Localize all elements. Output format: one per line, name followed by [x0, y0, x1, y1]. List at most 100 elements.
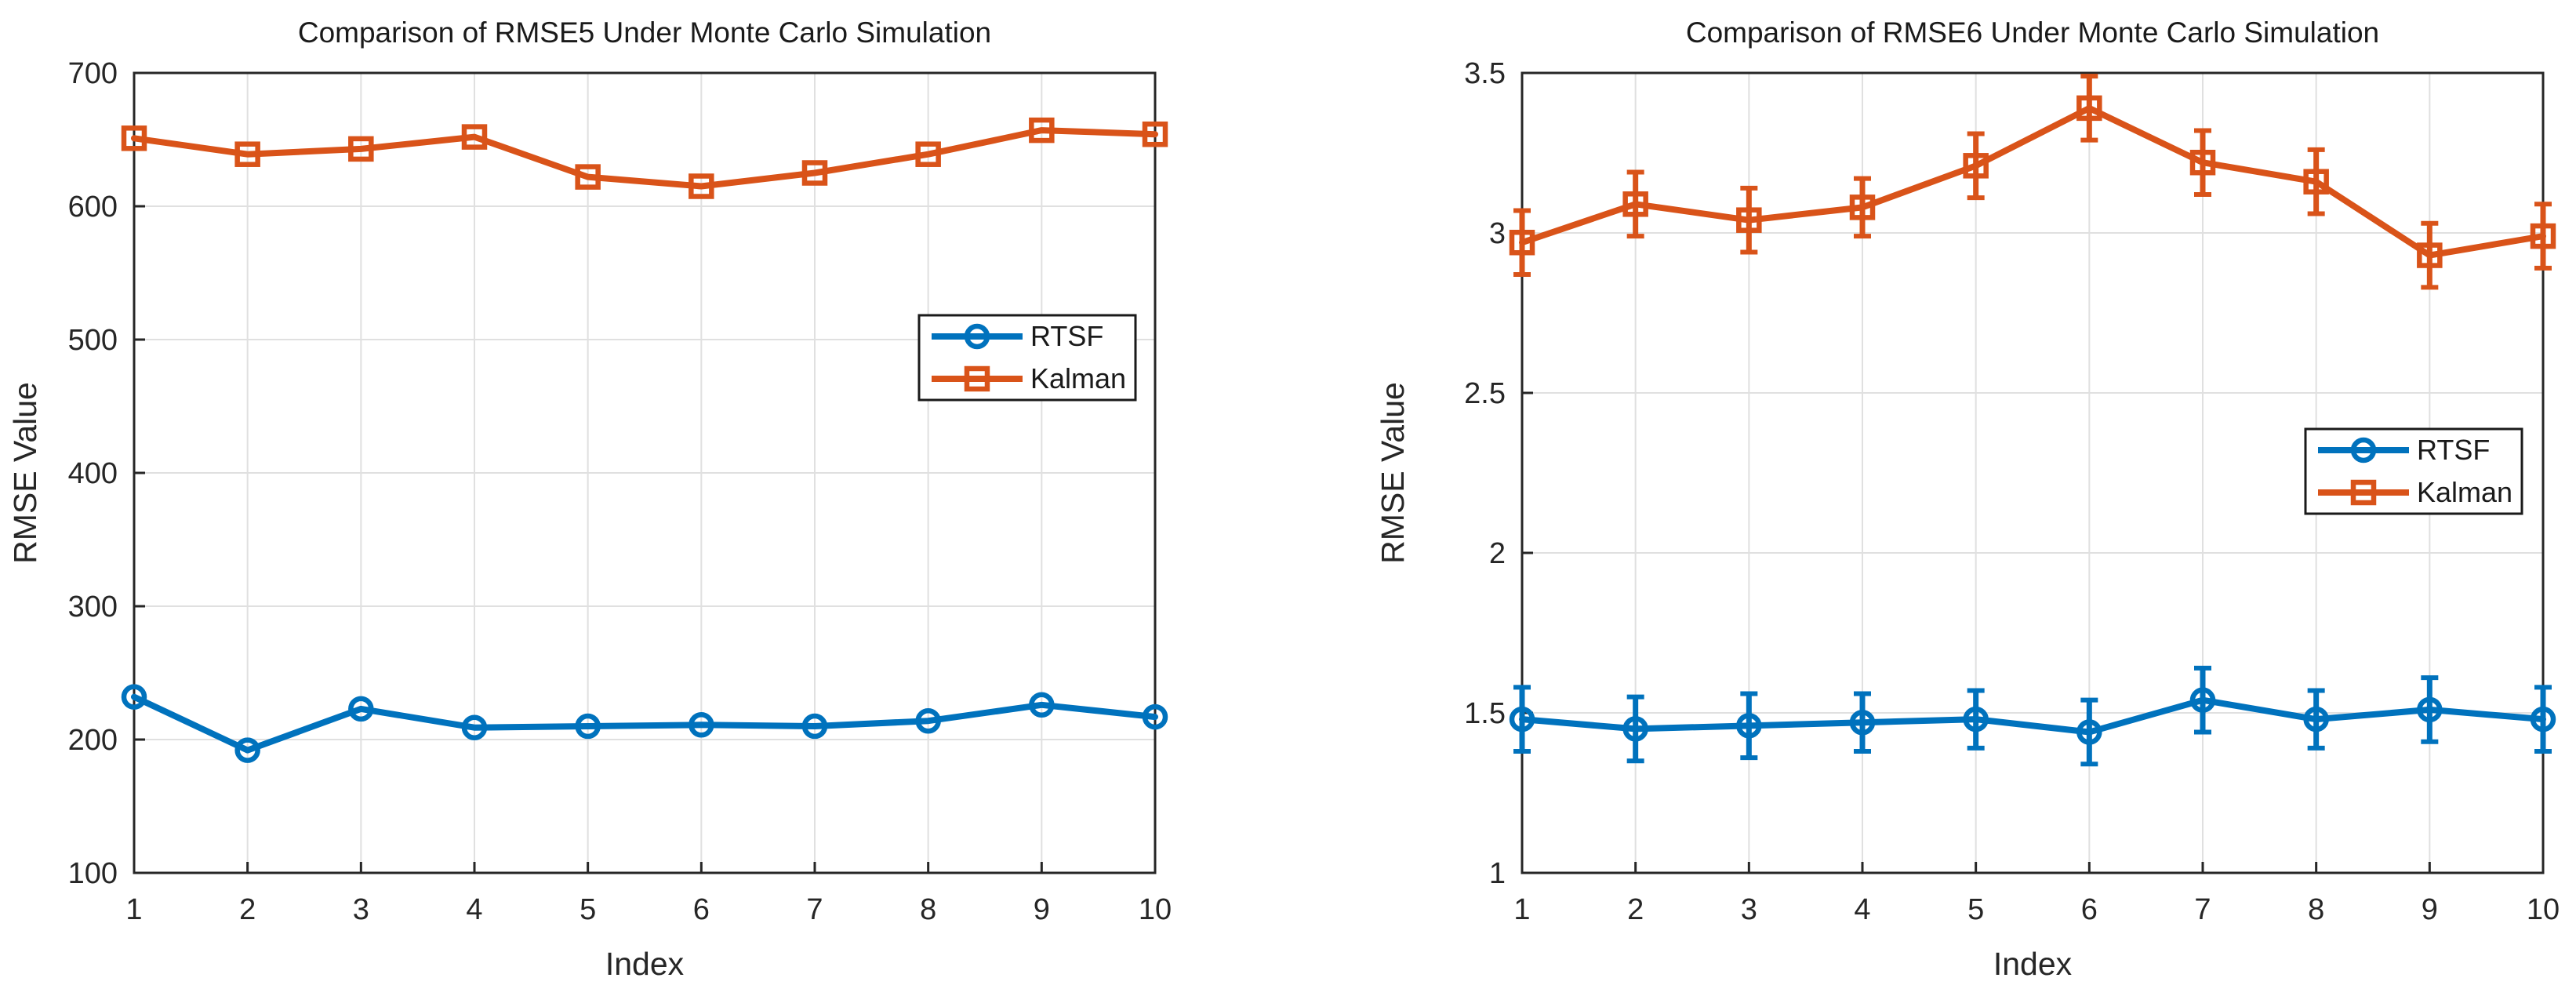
y-tick-label: 400 [68, 457, 118, 490]
y-tick-label: 700 [68, 57, 118, 90]
data-point-marker-square [2303, 169, 2329, 194]
data-point-marker-square [1509, 229, 1535, 256]
data-point-marker-circle [234, 737, 260, 763]
x-tick-label: 10 [1139, 893, 1172, 926]
data-point-marker-square [1622, 191, 1648, 217]
data-point-marker-circle [1509, 706, 1535, 732]
data-point-marker-circle [2303, 706, 2329, 732]
rmse5-x-axis-label: Index [605, 946, 685, 982]
data-point-marker-square [348, 136, 374, 162]
series-kalman [1509, 74, 2556, 290]
series-line [1519, 104, 2546, 259]
x-tick-label: 7 [2194, 893, 2211, 926]
axis-ticks: 1 2 3 4 5 6 7 8 9 10 100 200 300 400 500 600 700 [68, 57, 1172, 926]
rmse6-plot: 1 2 3 4 5 6 7 8 9 10 1 1.5 2 2.5 3 3.5 RTSF Kalman Compar… [1375, 16, 2560, 982]
legend: RTSF Kalman [917, 314, 1137, 402]
data-point-marker-circle [915, 707, 941, 734]
data-point-marker-square [1029, 117, 1055, 144]
x-tick-label: 4 [1854, 893, 1870, 926]
y-tick-label: 600 [68, 191, 118, 224]
data-point-marker-circle [2530, 706, 2556, 732]
data-point-marker-circle [348, 696, 374, 722]
y-tick-label: 2 [1489, 537, 1506, 570]
legend: RTSF Kalman [2304, 427, 2523, 515]
axes-box [1521, 71, 2545, 874]
data-point-marker-square [1736, 207, 1762, 233]
legend-label: Kalman [1030, 362, 1126, 394]
y-tick-label: 200 [68, 724, 118, 757]
x-tick-label: 9 [1034, 893, 1050, 926]
data-point-marker-circle [2417, 696, 2443, 723]
x-tick-label: 2 [1627, 893, 1644, 926]
series-line [1519, 696, 2546, 736]
x-tick-label: 6 [2081, 893, 2098, 926]
grid-lines [133, 72, 1156, 874]
x-tick-label: 5 [1967, 893, 1984, 926]
data-point-marker-circle [2076, 719, 2102, 745]
data-point-marker-circle [575, 713, 601, 740]
x-tick-label: 3 [353, 893, 369, 926]
series-rtsf [121, 684, 1168, 763]
x-tick-label: 5 [580, 893, 596, 926]
legend-label: RTSF [2417, 434, 2490, 466]
data-point-marker-square [2417, 242, 2443, 268]
data-point-marker-circle [1963, 706, 1989, 732]
y-tick-label: 1.5 [1464, 697, 1506, 730]
data-point-marker-square [2350, 479, 2377, 506]
y-tick-label: 300 [68, 591, 118, 623]
x-tick-label: 3 [1741, 893, 1757, 926]
data-point-marker-square [964, 365, 990, 392]
data-point-marker-square [1142, 121, 1168, 147]
data-point-marker-circle [2189, 687, 2216, 713]
y-tick-label: 500 [68, 324, 118, 357]
data-point-marker-circle [1029, 692, 1055, 718]
y-tick-label: 3.5 [1464, 57, 1506, 90]
rmse6-title: Comparison of RMSE6 Under Monte Carlo Si… [1686, 16, 2379, 49]
data-point-marker-square [2530, 223, 2556, 249]
x-tick-label: 1 [125, 893, 142, 926]
series-rtsf [1509, 665, 2556, 767]
data-point-marker-square [801, 160, 828, 186]
data-point-marker-square [689, 173, 714, 199]
rmse5-plot: 1 2 3 4 5 6 7 8 9 10 100 200 300 400 500 600 700 RTSF Kalm… [7, 16, 1172, 982]
data-point-marker-circle [2350, 437, 2377, 463]
x-tick-label: 6 [693, 893, 710, 926]
y-tick-label: 1 [1489, 857, 1506, 890]
data-point-marker-circle [1849, 709, 1876, 736]
data-point-marker-circle [801, 713, 828, 740]
data-point-marker-circle [689, 712, 714, 738]
x-tick-label: 1 [1513, 893, 1530, 926]
x-tick-label: 2 [239, 893, 256, 926]
legend-box [917, 314, 1137, 402]
data-point-marker-square [2189, 149, 2216, 176]
data-point-marker-circle [964, 323, 990, 350]
series-line [131, 127, 1158, 190]
series-line [131, 693, 1158, 754]
rmse5-y-axis-label: RMSE Value [7, 382, 43, 564]
x-tick-label: 8 [2308, 893, 2324, 926]
data-point-marker-square [121, 125, 147, 151]
data-point-marker-square [461, 124, 488, 150]
legend-label: Kalman [2417, 476, 2512, 508]
data-point-marker-circle [461, 714, 488, 740]
data-point-marker-circle [1622, 716, 1648, 742]
data-point-marker-square [234, 141, 260, 167]
legend-box [2304, 427, 2523, 515]
data-point-marker-square [1849, 194, 1876, 220]
data-point-marker-circle [1736, 713, 1762, 739]
x-tick-label: 10 [2527, 893, 2560, 926]
x-tick-label: 9 [2422, 893, 2438, 926]
rmse6-x-axis-label: Index [1993, 946, 2073, 982]
legend-label: RTSF [1030, 320, 1103, 352]
data-point-marker-square [2076, 95, 2102, 122]
rmse6-y-axis-label: RMSE Value [1375, 382, 1411, 564]
data-point-marker-circle [1142, 703, 1168, 730]
rmse5-plot-area: 1 2 3 4 5 6 7 8 9 10 100 200 300 400 500 600 700 RTSF Kalm… [68, 57, 1172, 926]
y-tick-label: 3 [1489, 217, 1506, 250]
x-tick-label: 7 [806, 893, 823, 926]
x-tick-label: 8 [920, 893, 936, 926]
y-tick-label: 2.5 [1464, 377, 1506, 410]
data-point-marker-circle [121, 684, 147, 710]
